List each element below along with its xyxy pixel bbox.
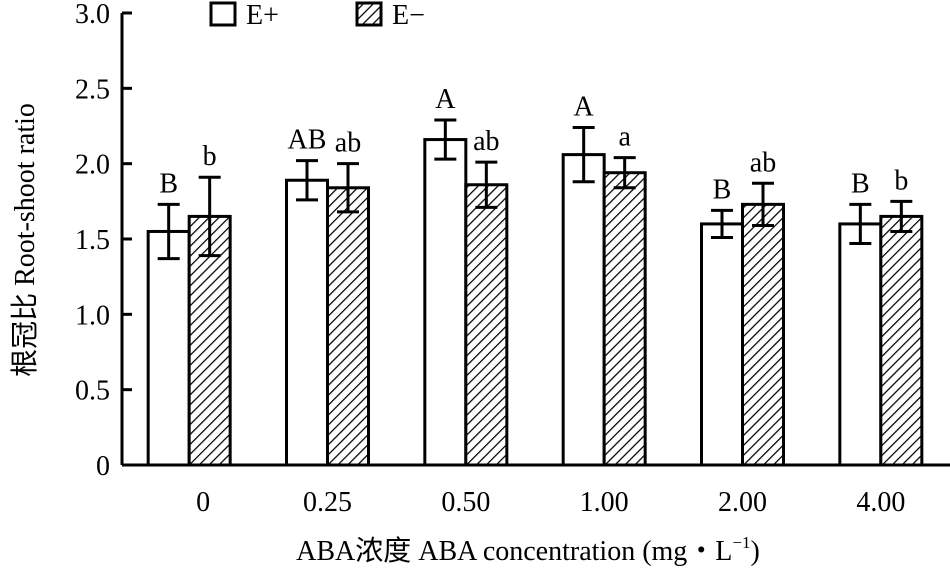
legend-label-e-minus: E− [392, 0, 425, 31]
bar-e-plus [146, 229, 191, 467]
bar-e-plus [285, 178, 329, 467]
significance-label: b [203, 141, 217, 172]
significance-label: B [159, 168, 178, 199]
y-tick-label: 2.5 [75, 74, 110, 105]
significance-label: B [851, 168, 870, 199]
bar-e-minus [741, 202, 785, 467]
x-axis-label-end: ) [751, 536, 760, 567]
bar-e-plus [838, 222, 883, 467]
bar-e-minus [464, 183, 509, 467]
x-tick-label: 0.25 [303, 487, 352, 518]
y-tick-label: 0.5 [75, 376, 110, 407]
significance-label: B [713, 174, 732, 205]
significance-label: a [618, 122, 631, 153]
x-tick-label: 0.50 [441, 487, 490, 518]
y-tick-label: 3.0 [75, 0, 110, 30]
significance-label: b [894, 165, 908, 196]
significance-label: ab [335, 128, 361, 159]
x-axis-label-sup: −1 [732, 533, 750, 552]
y-tick-label: 2.0 [75, 150, 110, 181]
bar-e-plus [561, 153, 606, 467]
x-tick-label: 4.00 [856, 487, 905, 518]
significance-label: A [574, 92, 595, 123]
significance-label: AB [288, 125, 327, 156]
significance-label: ab [473, 126, 499, 157]
x-tick-label: 2.00 [718, 487, 767, 518]
bars: Bb AB ab Aab Aa Bab B b [146, 84, 924, 467]
bar-e-plus [700, 222, 744, 467]
bar-e-minus [879, 214, 924, 467]
legend-swatch-e-plus [209, 1, 237, 27]
legend-swatch-e-minus [355, 1, 383, 27]
y-tick-label: 1.0 [75, 300, 110, 331]
x-axis-label: ABA浓度 ABA concentration (mg・L−1) [296, 533, 760, 567]
y-tick-label: 0 [96, 451, 110, 482]
y-tick-label: 1.5 [75, 225, 110, 256]
y-axis-label: 根冠比 Root-shoot ratio [9, 103, 41, 377]
x-tick-label: 1.00 [580, 487, 629, 518]
bar-e-minus [326, 186, 370, 467]
bar-e-minus [602, 171, 647, 467]
axes: 0 0.5 1.0 1.5 2.0 2.5 3.0 0 0.25 0.50 1.00 2.00 4.00 [75, 0, 950, 518]
x-tick-label: 0 [196, 487, 210, 518]
legend: E+ E− [209, 0, 425, 31]
legend-label-e-plus: E+ [246, 0, 279, 31]
x-axis-label-main: ABA浓度 ABA concentration (mg・L [296, 535, 732, 567]
significance-label: ab [750, 147, 776, 178]
significance-label: A [435, 84, 456, 115]
bar-e-plus [423, 138, 468, 467]
